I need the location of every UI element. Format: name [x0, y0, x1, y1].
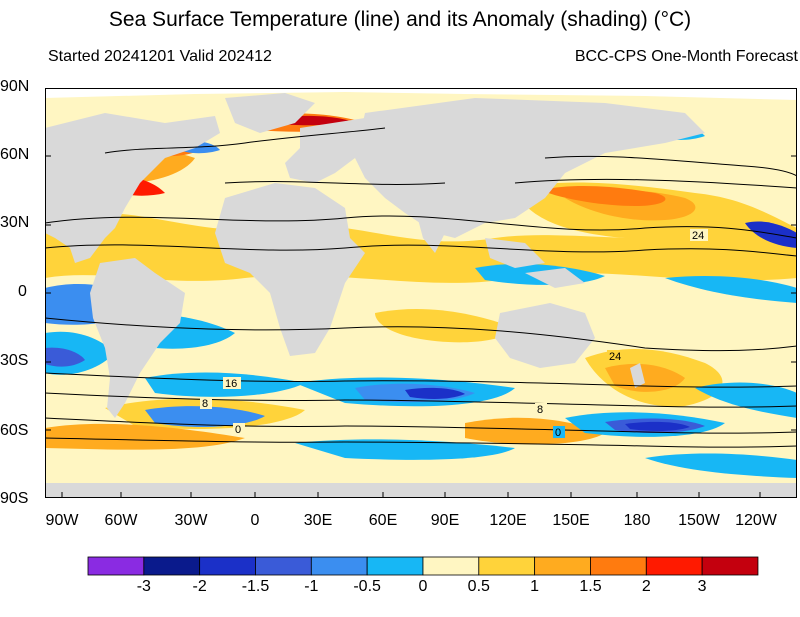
lat-label-90n: 90N	[0, 78, 30, 95]
lat-label-30s: 30S	[0, 352, 29, 369]
sst-contours	[45, 127, 797, 448]
lon-label-90w: 90W	[45, 512, 79, 529]
contour-label-8-east: 8	[537, 404, 543, 416]
lon-label-60e: 60E	[368, 512, 398, 529]
lon-label-60w: 60W	[104, 512, 138, 529]
contour-label-bg	[535, 403, 547, 415]
colorbar-cell	[422, 556, 480, 576]
colorbar-cell	[366, 556, 424, 576]
colorbar-cell	[199, 556, 256, 576]
colorbar-tick-label: -1.5	[241, 578, 270, 595]
colorbar-tick-label: 1.5	[579, 578, 602, 595]
lat-label-60s: 60S	[0, 422, 29, 439]
colorbar-cell	[645, 556, 703, 576]
contour-label-24-north: 24	[692, 230, 704, 242]
lat-label-eq: 0	[18, 283, 27, 300]
forecast-dates: Started 20241201 Valid 202412	[48, 48, 272, 65]
lat-label-30n: 30N	[0, 214, 30, 231]
colorbar-tick-label: -0.5	[353, 578, 381, 595]
colorbar-tick-label: 0	[418, 578, 428, 595]
contour-label-bg	[607, 350, 625, 362]
lon-label-180: 180	[623, 512, 651, 529]
contour-label-24-south: 24	[609, 351, 621, 363]
sst-anomaly-map: 24 24 16 8 8 0 0	[45, 88, 797, 498]
contour-label-bg	[690, 229, 708, 241]
contour-label-bg	[233, 423, 245, 435]
contour-label-bg	[200, 397, 212, 409]
contour-label-bg	[553, 426, 565, 438]
colorbar-tick-label: 1	[530, 578, 540, 595]
lon-label-0: 0	[250, 512, 260, 529]
lon-label-30e: 30E	[303, 512, 333, 529]
lon-label-30w: 30W	[174, 512, 208, 529]
colorbar-cell	[534, 556, 591, 576]
lon-label-120w: 120W	[735, 512, 777, 529]
lon-label-120e: 120E	[489, 512, 527, 529]
colorbar-tick-label: 0.5	[467, 578, 490, 595]
colorbar	[87, 556, 759, 576]
land-masses	[45, 93, 797, 498]
lat-label-90s: 90S	[0, 490, 29, 507]
colorbar-cell	[590, 556, 647, 576]
chart-title: Sea Surface Temperature (line) and its A…	[108, 8, 692, 31]
lat-label-60n: 60N	[0, 146, 30, 163]
colorbar-tick-label: -3	[136, 578, 151, 595]
colorbar-tick-label: -2	[192, 578, 207, 595]
contour-label-8-west: 8	[202, 398, 208, 410]
colorbar-cell	[255, 556, 312, 576]
contour-label-0-east: 0	[555, 427, 561, 439]
arctic-blank	[45, 88, 797, 100]
colorbar-tick-label: 2	[641, 578, 651, 595]
colorbar-tick-label: 3	[697, 578, 707, 595]
colorbar-tick-label: -1	[304, 578, 319, 595]
lon-label-150w: 150W	[678, 512, 720, 529]
colorbar-cell	[701, 556, 759, 576]
colorbar-cell	[143, 556, 201, 576]
lon-label-150e: 150E	[552, 512, 590, 529]
contour-label-bg	[223, 377, 241, 389]
map-ticks	[45, 155, 797, 498]
colorbar-cell	[478, 556, 536, 576]
contour-labels: 24 24 16 8 8 0 0	[200, 229, 708, 439]
contour-label-0-west: 0	[235, 424, 241, 436]
colorbar-cell	[310, 556, 368, 576]
contour-label-16: 16	[225, 378, 237, 390]
lon-label-90e: 90E	[430, 512, 460, 529]
forecast-source: BCC-CPS One-Month Forecast	[574, 48, 798, 65]
colorbar-cell	[87, 556, 145, 576]
